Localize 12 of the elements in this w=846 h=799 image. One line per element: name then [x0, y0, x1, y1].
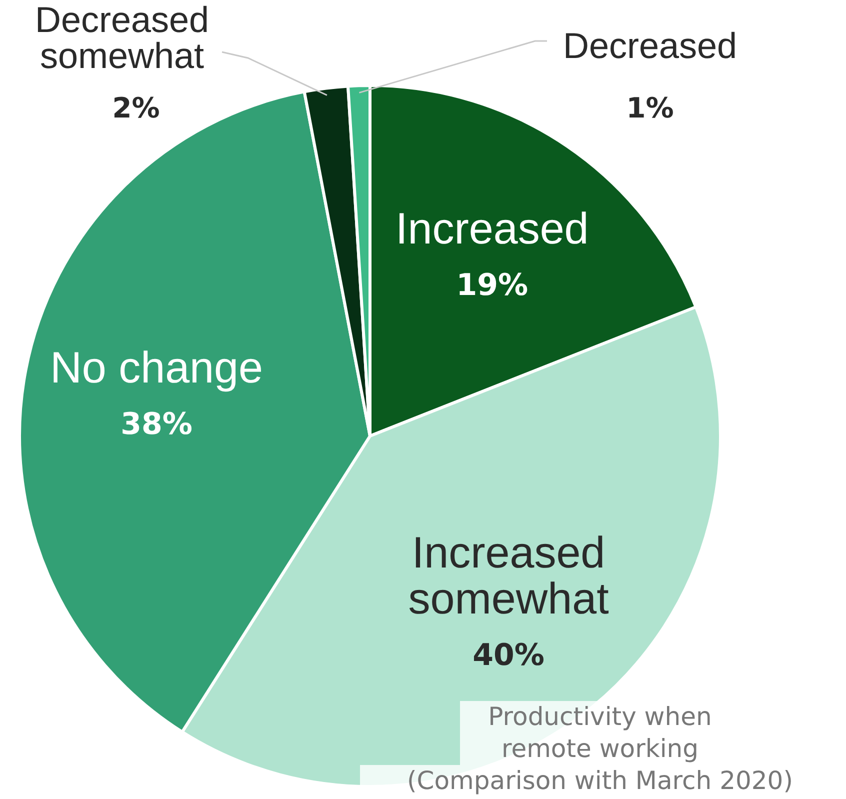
slice-label: No change: [50, 343, 263, 392]
slice-label: Increased somewhat: [408, 528, 609, 624]
data-label: 38%: [120, 407, 192, 442]
slice-label: Decreased somewhat: [34, 0, 210, 76]
text: Productivity when remote working: [460, 701, 740, 765]
data-label: 40%: [472, 638, 544, 674]
data-label: 19%: [456, 268, 528, 304]
text: (Comparison with March 2020): [360, 765, 840, 797]
slice-label: Decreased: [562, 24, 738, 66]
data-label: 2%: [112, 91, 160, 124]
data-label: 1%: [626, 91, 674, 124]
slice-label: Increased: [396, 204, 589, 254]
